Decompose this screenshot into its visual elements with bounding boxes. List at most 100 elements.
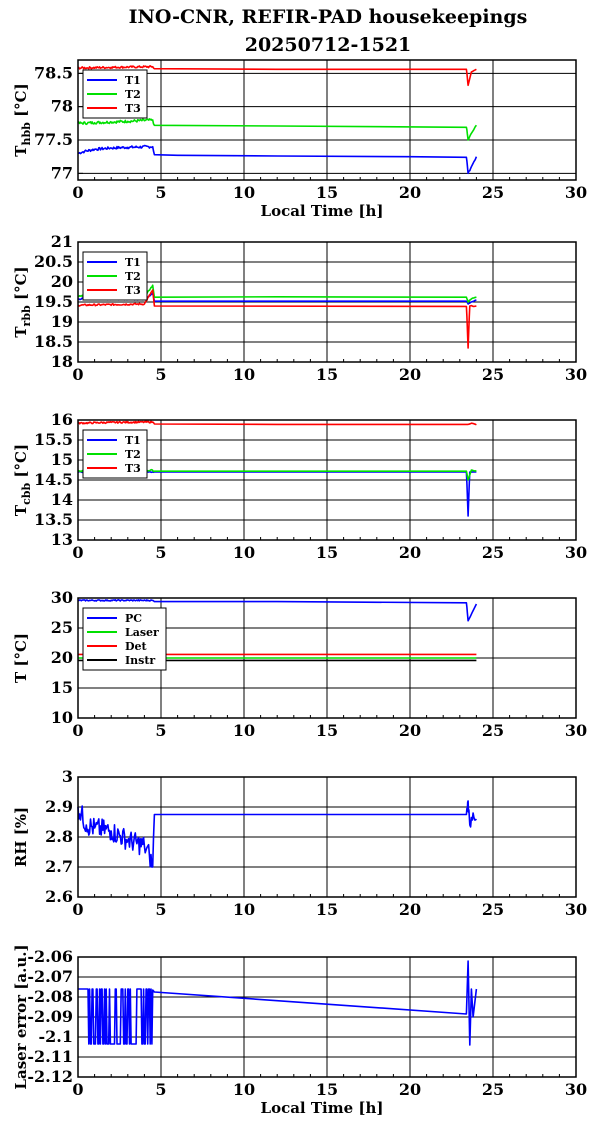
x-tick-label: 15	[316, 721, 338, 740]
series-line-pc	[77, 599, 478, 622]
legend-label-laser: Laser	[125, 626, 159, 639]
y-tick-label: 13.5	[34, 510, 73, 529]
x-tick-label: 30	[565, 543, 587, 562]
x-axis-label: Local Time [h]	[261, 202, 384, 220]
x-axis-label: Local Time [h]	[261, 1099, 384, 1117]
y-axis-label: Laser error [a.u.]	[12, 944, 30, 1089]
y-tick-label: -2.08	[27, 987, 73, 1006]
plot-frame	[77, 776, 577, 898]
legend-label-t3: T3	[125, 102, 141, 115]
y-tick-label: 21	[51, 232, 73, 251]
legend-label-pc: PC	[125, 612, 142, 625]
x-tick-label: 5	[155, 183, 166, 202]
x-tick-label: 15	[316, 183, 338, 202]
y-tick-label: -2.11	[27, 1047, 73, 1066]
y-tick-label: 18.5	[34, 332, 73, 351]
legend-label-t3: T3	[125, 284, 141, 297]
y-tick-label: 77	[51, 163, 73, 182]
x-tick-label: 15	[316, 1080, 338, 1099]
x-tick-label: 30	[565, 721, 587, 740]
x-tick-label: 30	[565, 365, 587, 384]
x-tick-label: 15	[316, 543, 338, 562]
y-axis-label: Trbb [°C]	[12, 266, 33, 337]
x-tick-label: 0	[72, 1080, 83, 1099]
y-tick-label: -2.09	[27, 1007, 73, 1026]
x-tick-label: 20	[399, 1080, 421, 1099]
x-tick-label: 5	[155, 543, 166, 562]
x-tick-label: 0	[72, 900, 83, 919]
plot-frame	[77, 956, 577, 1078]
legend-label-t2: T2	[125, 448, 141, 461]
x-tick-label: 15	[316, 365, 338, 384]
y-tick-label: 10	[51, 708, 73, 727]
y-tick-label: 15	[51, 678, 73, 697]
y-tick-label: 30	[51, 588, 73, 607]
y-tick-label: 2.6	[45, 887, 73, 906]
y-axis-label: Tcbb [°C]	[12, 444, 33, 516]
x-tick-label: 20	[399, 543, 421, 562]
x-tick-label: 25	[482, 543, 504, 562]
y-tick-label: 3	[62, 767, 73, 786]
series-line-t3	[77, 420, 477, 426]
x-tick-label: 25	[482, 721, 504, 740]
x-tick-label: 0	[72, 721, 83, 740]
legend-label-t1: T1	[125, 256, 141, 269]
y-tick-label: 25	[51, 618, 73, 637]
y-tick-label: 14	[51, 490, 73, 509]
y-tick-label: 14.5	[34, 470, 73, 489]
y-tick-label: -2.07	[27, 967, 73, 986]
y-tick-label: 19.5	[34, 292, 73, 311]
y-tick-label: 19	[51, 312, 73, 331]
plot-frame	[77, 419, 577, 541]
x-tick-label: 0	[72, 543, 83, 562]
plot-frame	[77, 597, 577, 719]
series-line-data	[77, 800, 477, 868]
x-tick-label: 5	[155, 721, 166, 740]
legend-label-det: Det	[125, 640, 148, 653]
y-axis-label: RH [%]	[12, 807, 30, 867]
plot-frame	[77, 59, 577, 181]
x-tick-label: 10	[233, 900, 255, 919]
legend-label-t3: T3	[125, 462, 141, 475]
y-tick-label: 2.8	[45, 827, 73, 846]
x-tick-label: 20	[399, 365, 421, 384]
series-line-data	[78, 960, 478, 1046]
x-tick-label: 25	[482, 365, 504, 384]
series-line-t3	[77, 289, 477, 349]
y-tick-label: 13	[51, 530, 73, 549]
x-tick-label: 10	[233, 543, 255, 562]
x-tick-label: 30	[565, 900, 587, 919]
y-tick-label: 77.5	[34, 130, 73, 149]
x-tick-label: 10	[233, 183, 255, 202]
x-tick-label: 20	[399, 721, 421, 740]
y-tick-label: 18	[51, 352, 73, 371]
x-tick-label: 10	[233, 721, 255, 740]
x-tick-label: 5	[155, 900, 166, 919]
y-axis-label: Thbb [°C]	[12, 83, 33, 156]
legend-label-instr: Instr	[125, 654, 155, 667]
plot-frame	[77, 241, 577, 363]
legend-label-t1: T1	[125, 74, 141, 87]
x-tick-label: 25	[482, 183, 504, 202]
legend-label-t2: T2	[125, 270, 141, 283]
x-tick-label: 0	[72, 365, 83, 384]
y-axis-label: T [°C]	[12, 633, 30, 683]
y-tick-label: 20	[51, 648, 73, 667]
y-tick-label: 16	[51, 410, 73, 429]
series-line-t3	[77, 65, 477, 87]
y-tick-label: 15.5	[34, 430, 73, 449]
y-tick-label: 2.9	[45, 797, 73, 816]
y-tick-label: 2.7	[45, 857, 73, 876]
x-tick-label: 30	[565, 183, 587, 202]
series-line-t2	[77, 118, 478, 141]
x-tick-label: 20	[399, 183, 421, 202]
chart-panel-6: -2.12-2.11-2.1-2.09-2.08-2.07-2.06 0 5 10 15…	[12, 944, 587, 1117]
legend-label-t2: T2	[125, 88, 141, 101]
x-tick-label: 5	[155, 1080, 166, 1099]
